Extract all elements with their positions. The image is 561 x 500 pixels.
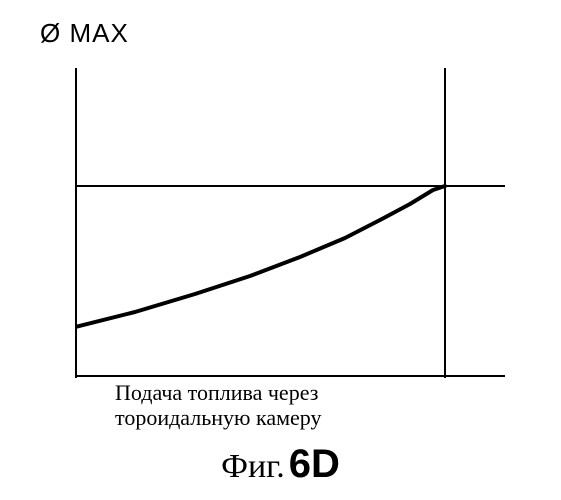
data-curve [75, 186, 445, 327]
figure-root: Ø MAX Подача топлива через тороидальную … [0, 0, 561, 500]
y-axis-label: Ø MAX [40, 18, 129, 49]
figure-caption-prefix: Фиг. [221, 448, 285, 485]
x-axis-caption-line1: Подача топлива через [115, 380, 322, 405]
chart-plot [75, 68, 505, 378]
x-axis-caption: Подача топлива через тороидальную камеру [115, 380, 322, 431]
figure-caption-number: 6D [289, 442, 340, 486]
figure-caption: Фиг. 6D [0, 442, 561, 487]
x-axis-caption-line2: тороидальную камеру [115, 405, 322, 430]
